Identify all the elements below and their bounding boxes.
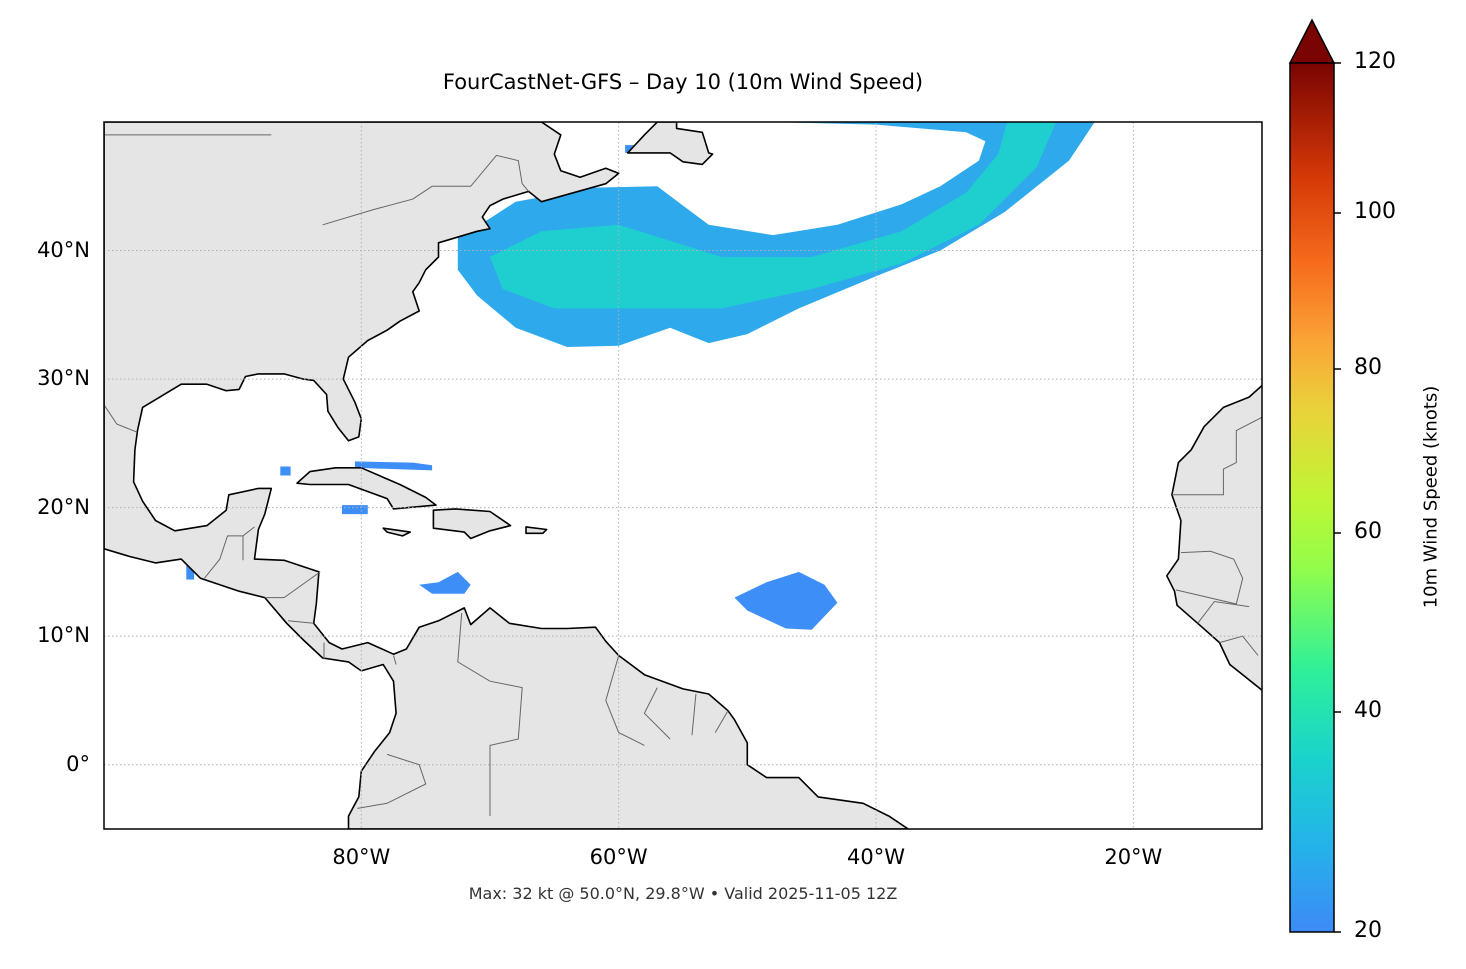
x-tick-label: 40°W	[847, 845, 905, 869]
gridlines	[104, 122, 1262, 829]
colorbar-tick-label: 40	[1354, 698, 1382, 723]
land-jamaica	[382, 527, 412, 537]
country-border	[457, 612, 523, 817]
y-tick-label: 20°N	[37, 494, 90, 519]
country-border	[264, 571, 321, 599]
land-newfoundland	[626, 122, 714, 166]
country-border	[605, 655, 645, 746]
colorbar-extend-arrow	[1288, 18, 1336, 64]
cayman-patch	[342, 505, 368, 515]
colorbar-tick-label: 60	[1354, 519, 1382, 544]
country-border	[204, 535, 243, 579]
colorbar-gradient	[1289, 62, 1335, 933]
colorbar-tick-label: 120	[1354, 49, 1396, 74]
land-americas	[104, 122, 910, 829]
colorbar-tick-label: 100	[1354, 199, 1396, 224]
x-tick-label: 60°W	[589, 845, 648, 869]
country-border	[714, 710, 729, 733]
colorbar-label: 10m Wind Speed (knots)	[1420, 385, 1442, 609]
cuba-north-strip	[354, 461, 433, 471]
x-tick-label: 80°W	[332, 845, 391, 869]
country-border	[1197, 600, 1250, 624]
country-border	[393, 655, 397, 665]
caribbean-blob	[419, 571, 471, 594]
country-border	[1175, 550, 1244, 605]
country-border	[1219, 635, 1259, 656]
y-tick-label: 30°N	[37, 366, 90, 391]
central-atlantic-blob	[734, 571, 838, 630]
land-hispaniola	[432, 508, 512, 540]
yucatan-west-patch	[280, 466, 291, 476]
jet-core	[490, 122, 1057, 309]
y-tick-label: 10°N	[37, 623, 90, 648]
country-border	[1171, 416, 1262, 496]
land-layer	[104, 122, 1262, 829]
chart-caption: Max: 32 kt @ 50.0°N, 29.8°W • Valid 2025…	[468, 884, 898, 903]
map-plot-area	[104, 122, 1262, 829]
colorbar	[1288, 18, 1341, 933]
land-africa	[1166, 384, 1262, 692]
colorbar-tick-label: 80	[1354, 355, 1382, 380]
country-border	[643, 687, 671, 740]
country-border	[691, 693, 697, 736]
country-border	[322, 154, 529, 226]
land-cuba	[296, 466, 437, 510]
y-tick-label: 0°	[66, 751, 90, 776]
y-tick-label: 40°N	[37, 237, 90, 262]
chart-title: FourCastNet-GFS – Day 10 (10m Wind Speed…	[442, 70, 924, 94]
x-tick-label: 20°W	[1104, 845, 1163, 869]
country-border	[104, 404, 137, 433]
land-puerto-rico	[525, 526, 548, 535]
country-border	[357, 753, 427, 809]
map-frame	[103, 121, 1263, 830]
colorbar-tick-label: 20	[1354, 918, 1382, 943]
country-border	[287, 620, 314, 624]
